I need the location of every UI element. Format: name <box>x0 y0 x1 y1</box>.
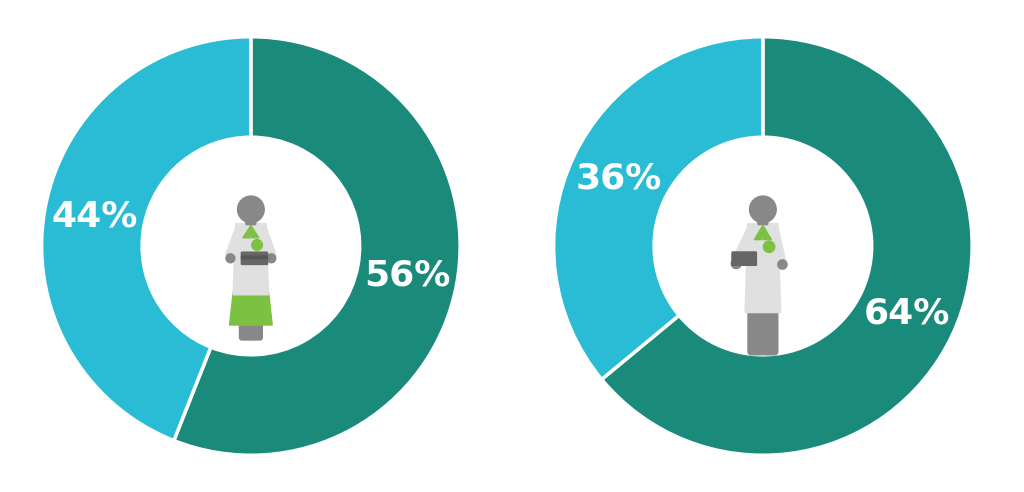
Polygon shape <box>732 227 753 268</box>
FancyBboxPatch shape <box>762 309 778 355</box>
FancyBboxPatch shape <box>732 260 757 265</box>
FancyBboxPatch shape <box>242 252 267 257</box>
Polygon shape <box>229 293 272 325</box>
Text: 56%: 56% <box>364 259 451 293</box>
Circle shape <box>778 260 787 269</box>
FancyBboxPatch shape <box>758 212 768 225</box>
Circle shape <box>731 259 741 269</box>
Circle shape <box>252 240 262 250</box>
Polygon shape <box>745 223 780 312</box>
Polygon shape <box>233 223 268 295</box>
Text: 44%: 44% <box>51 199 138 233</box>
Wedge shape <box>42 37 251 440</box>
FancyBboxPatch shape <box>242 260 267 264</box>
FancyBboxPatch shape <box>250 321 262 340</box>
FancyBboxPatch shape <box>246 212 256 225</box>
Text: 36%: 36% <box>575 161 663 195</box>
Polygon shape <box>755 225 763 240</box>
Circle shape <box>267 254 275 263</box>
Wedge shape <box>602 37 972 455</box>
FancyBboxPatch shape <box>748 309 764 355</box>
Polygon shape <box>251 225 259 238</box>
Polygon shape <box>261 227 275 263</box>
Polygon shape <box>763 225 771 240</box>
Circle shape <box>142 137 359 355</box>
Circle shape <box>238 196 264 223</box>
Polygon shape <box>773 227 785 266</box>
Circle shape <box>750 196 776 223</box>
Polygon shape <box>226 227 241 263</box>
Circle shape <box>764 241 775 252</box>
Wedge shape <box>554 37 763 379</box>
FancyBboxPatch shape <box>732 256 757 261</box>
Circle shape <box>654 137 871 355</box>
Wedge shape <box>174 37 460 455</box>
FancyBboxPatch shape <box>732 252 757 257</box>
FancyBboxPatch shape <box>242 256 267 261</box>
Circle shape <box>226 254 234 263</box>
Text: 64%: 64% <box>863 297 950 331</box>
FancyBboxPatch shape <box>240 321 252 340</box>
Polygon shape <box>243 225 251 238</box>
